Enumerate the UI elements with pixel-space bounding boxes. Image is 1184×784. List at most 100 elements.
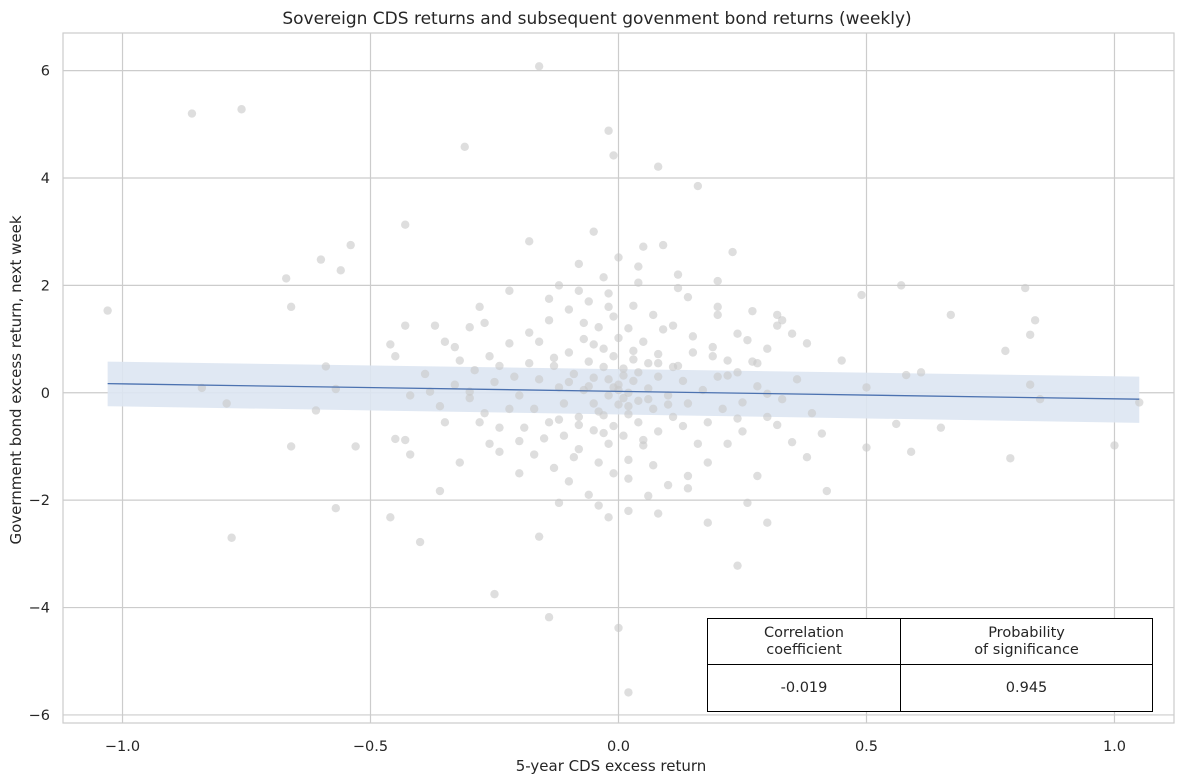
data-point: [634, 396, 643, 406]
data-point: [549, 463, 559, 473]
data-point: [564, 377, 574, 387]
data-point: [653, 349, 663, 359]
data-point: [574, 412, 584, 422]
data-point: [683, 484, 693, 493]
data-point: [321, 362, 331, 371]
data-point: [658, 325, 668, 334]
data-point: [609, 312, 618, 321]
data-point: [748, 306, 757, 316]
correlation-value-cell: -0.019: [706, 664, 902, 712]
data-point: [450, 380, 460, 389]
y-tick-label: −6: [29, 708, 50, 724]
data-point: [773, 310, 782, 320]
data-point: [1025, 380, 1035, 389]
data-point: [693, 439, 703, 448]
regression-line: [107, 382, 1140, 400]
data-point: [331, 504, 340, 513]
data-point: [539, 434, 549, 443]
data-point: [604, 302, 613, 312]
data-point: [470, 366, 479, 375]
data-point: [589, 340, 598, 349]
data-point: [936, 423, 946, 432]
data-point: [559, 399, 569, 408]
data-point: [723, 439, 732, 448]
data-point: [331, 384, 340, 394]
data-point: [281, 274, 291, 283]
data-point: [703, 458, 712, 467]
data-point: [629, 376, 638, 386]
x-tick-label: −1.0: [105, 739, 140, 755]
data-point: [604, 439, 613, 448]
data-point: [505, 286, 514, 295]
data-point: [634, 368, 643, 377]
data-point: [574, 259, 584, 269]
data-point: [668, 412, 678, 422]
data-point: [574, 286, 584, 295]
data-point: [614, 623, 623, 633]
data-point: [544, 613, 554, 622]
data-point: [594, 323, 603, 332]
data-point: [639, 242, 648, 251]
data-point: [564, 305, 574, 314]
data-point: [391, 434, 400, 444]
data-point: [440, 337, 450, 346]
data-point: [817, 429, 827, 438]
data-point: [525, 328, 534, 337]
data-point: [653, 509, 663, 518]
correlation-stats-table: Correlation coefficient Probability of s…: [706, 618, 1153, 712]
data-point: [495, 361, 504, 371]
data-point: [678, 376, 688, 386]
data-point: [103, 306, 112, 315]
y-axis-label: Government bond excess return, next week: [7, 215, 25, 544]
data-point: [663, 480, 673, 490]
data-point: [495, 423, 504, 432]
data-point: [634, 278, 643, 287]
data-point: [629, 346, 638, 356]
data-point: [440, 418, 450, 427]
data-point: [723, 371, 732, 380]
data-point: [584, 297, 593, 306]
data-point: [619, 431, 628, 440]
data-point: [505, 404, 514, 414]
data-point: [485, 352, 494, 361]
data-point: [187, 109, 197, 118]
data-point: [401, 220, 410, 229]
data-point: [455, 356, 464, 365]
data-point: [529, 450, 539, 459]
data-point: [430, 321, 440, 330]
data-point: [738, 427, 747, 436]
data-point: [653, 372, 663, 381]
data-point: [579, 318, 588, 328]
y-axis-ticks: −6 −4 −2 0 2 4 6: [29, 64, 50, 724]
data-point: [435, 401, 445, 411]
data-point: [688, 348, 698, 357]
data-point: [490, 589, 499, 599]
correlation-header-text: Correlation coefficient: [764, 624, 844, 658]
data-point: [227, 533, 236, 542]
data-point: [420, 369, 430, 379]
data-point: [549, 353, 559, 363]
data-point: [639, 337, 648, 346]
data-point: [624, 410, 633, 419]
data-point: [589, 399, 598, 408]
data-point: [515, 391, 524, 400]
data-point: [569, 453, 579, 462]
data-point: [837, 356, 846, 365]
data-point: [594, 407, 603, 416]
data-point: [624, 401, 633, 411]
data-point: [480, 408, 489, 418]
data-point: [639, 435, 648, 445]
data-point: [386, 340, 395, 349]
data-point: [316, 255, 326, 264]
data-point: [708, 352, 717, 361]
data-point: [649, 310, 658, 320]
data-point: [619, 371, 628, 380]
data-point: [619, 364, 628, 373]
data-point: [515, 469, 524, 478]
data-point: [653, 427, 663, 436]
x-tick-label: 0.0: [607, 739, 630, 755]
data-point: [485, 439, 494, 448]
data-point: [777, 316, 787, 325]
data-point: [544, 316, 554, 325]
